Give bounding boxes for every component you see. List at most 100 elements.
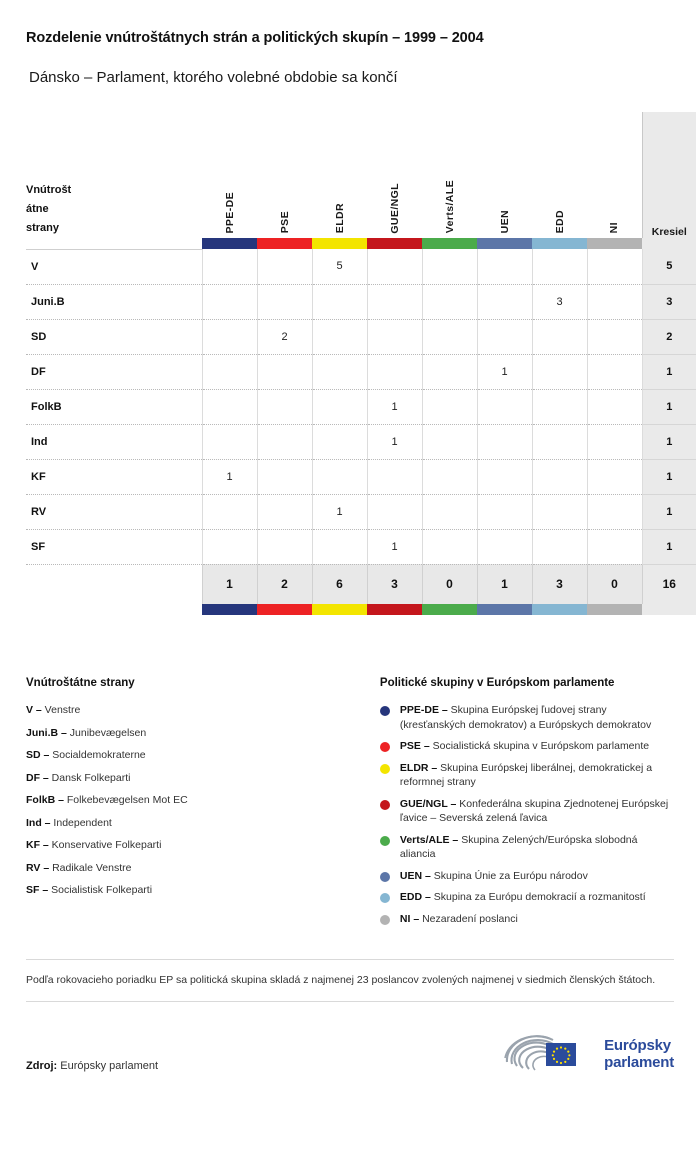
cell-df-edd <box>531 354 587 390</box>
legend-group-abbr: UEN – <box>399 869 431 882</box>
cell-sd-gue-ngl <box>366 319 422 355</box>
column-header-label: GUE/NGL <box>388 182 401 234</box>
column-header-label: UEN <box>498 209 511 234</box>
cell-ind-verts-ale <box>421 424 477 460</box>
row-header-line-1: átne <box>26 203 49 216</box>
legend-national-title: Vnútroštátne strany <box>26 677 135 690</box>
row-total: 1 <box>642 459 696 495</box>
footnote-text: Podľa rokovacieho poriadku EP sa politic… <box>26 974 656 987</box>
column-header-label: NI <box>608 221 621 234</box>
column-header-verts-ale: Verts/ALE <box>422 112 477 238</box>
legend-national-name: Socialistisk Folkeparti <box>48 884 153 897</box>
band-label-spacer <box>26 238 202 250</box>
cell-kf-pse <box>256 459 312 495</box>
color-swatch-bottom-uen <box>477 604 532 616</box>
page-title: Rozdelenie vnútroštátnych strán a politi… <box>26 29 484 46</box>
cell-df-ppe-de <box>201 354 257 390</box>
cell-sf-ppe-de <box>201 529 257 565</box>
cell-v-ppe-de <box>201 249 257 285</box>
legend-national-abbr: V – <box>26 704 42 717</box>
seat-distribution-table-wrap: Vnútrošt átne strany PPE-DE PSE ELDR GUE/NGL V… <box>26 112 696 616</box>
group-color-band-bottom <box>26 604 696 616</box>
column-header-eldr: ELDR <box>312 112 367 238</box>
cell-v-ni <box>586 249 643 285</box>
cell-juni-b-ppe-de <box>201 284 257 320</box>
color-swatch-ppe-de <box>202 238 257 250</box>
color-swatch-bottom-eldr <box>312 604 367 616</box>
cell-kf-edd <box>531 459 587 495</box>
legend-group-name: Skupina za Európu demokracií a rozmanito… <box>430 891 646 904</box>
cell-ind-pse <box>256 424 312 460</box>
column-header-pse: PSE <box>257 112 312 238</box>
legend-color-dot-icon <box>379 799 390 810</box>
totals-row: 1 2 6 3 0 1 3 0 16 <box>26 564 696 605</box>
page-subtitle: Dánsko – Parlament, ktorého volebné obdo… <box>29 69 398 87</box>
cell-folkb-pse <box>256 389 312 425</box>
row-party-label: DF <box>26 354 202 390</box>
legend-national-abbr: RV – <box>26 861 50 874</box>
legend-political-groups: Politické skupiny v Európskom parlamente… <box>379 677 674 933</box>
cell-juni-b-edd: 3 <box>531 284 587 320</box>
row-party-label: V <box>26 249 202 285</box>
cell-kf-gue-ngl <box>366 459 422 495</box>
color-swatch-bottom-pse <box>257 604 312 616</box>
column-header-label: ELDR <box>333 202 346 234</box>
legend-group-text: GUE/NGL – Konfederálna skupina Zjednoten… <box>400 797 674 826</box>
cell-rv-gue-ngl <box>366 494 422 530</box>
table-row: RV 1 1 <box>26 494 696 530</box>
color-swatch-bottom-ppe-de <box>202 604 257 616</box>
cell-sd-ppe-de <box>201 319 257 355</box>
legend-color-dot-icon <box>379 835 390 846</box>
legend-group-abbr: NI – <box>399 912 420 925</box>
legend-group-abbr: PPE-DE – <box>399 704 448 717</box>
row-party-label: SD <box>26 319 202 355</box>
cell-folkb-uen <box>476 389 532 425</box>
cell-rv-ni <box>586 494 643 530</box>
row-total: 5 <box>642 249 696 285</box>
cell-rv-edd <box>531 494 587 530</box>
table-row: FolkB 1 1 <box>26 389 696 425</box>
cell-folkb-verts-ale <box>421 389 477 425</box>
table-row: SD 2 2 <box>26 319 696 355</box>
column-header-label: PPE-DE <box>223 191 236 234</box>
cell-juni-b-uen <box>476 284 532 320</box>
legend-color-dot-icon <box>379 893 390 904</box>
legend-color-dot-icon <box>379 742 390 753</box>
cell-juni-b-gue-ngl <box>366 284 422 320</box>
cell-sf-eldr <box>311 529 367 565</box>
cell-kf-ppe-de: 1 <box>201 459 257 495</box>
cell-df-ni <box>586 354 643 390</box>
cell-ind-ppe-de <box>201 424 257 460</box>
cell-folkb-edd <box>531 389 587 425</box>
legend-national-item: Ind – Independent <box>26 816 380 830</box>
cell-df-gue-ngl <box>366 354 422 390</box>
legend-group-item: PSE – Socialistická skupina v Európskom … <box>379 739 674 754</box>
table-row: Ind 1 1 <box>26 424 696 460</box>
column-header-ppe-de: PPE-DE <box>202 112 257 238</box>
column-total-gue-ngl: 3 <box>366 564 422 605</box>
legend-group-text: NI – Nezaradení poslanci <box>400 912 518 927</box>
cell-ind-edd <box>531 424 587 460</box>
column-header-gue-ngl: GUE/NGL <box>367 112 422 238</box>
column-total-pse: 2 <box>256 564 312 605</box>
cell-ind-ni <box>586 424 643 460</box>
table-row: KF 1 1 <box>26 459 696 495</box>
legend-national-item: V – Venstre <box>26 703 380 717</box>
legend-national-item: SD – Socialdemokraterne <box>26 748 380 762</box>
cell-v-gue-ngl <box>366 249 422 285</box>
cell-folkb-ppe-de <box>201 389 257 425</box>
cell-sd-edd <box>531 319 587 355</box>
ep-emblem-icon <box>504 1035 577 1071</box>
cell-folkb-eldr <box>311 389 367 425</box>
cell-v-eldr: 5 <box>311 249 367 285</box>
legend-national-abbr: Juni.B – <box>26 726 67 739</box>
cell-df-uen: 1 <box>476 354 532 390</box>
table-row: DF 1 1 <box>26 354 696 390</box>
row-header-line-2: strany <box>26 222 60 235</box>
row-header-label: Vnútrošt átne strany <box>26 112 202 238</box>
row-party-label: Ind <box>26 424 202 460</box>
legend-group-text: EDD – Skupina za Európu demokracií a roz… <box>400 890 646 905</box>
cell-ind-eldr <box>311 424 367 460</box>
legend-group-abbr: GUE/NGL – <box>399 797 457 810</box>
cell-kf-uen <box>476 459 532 495</box>
